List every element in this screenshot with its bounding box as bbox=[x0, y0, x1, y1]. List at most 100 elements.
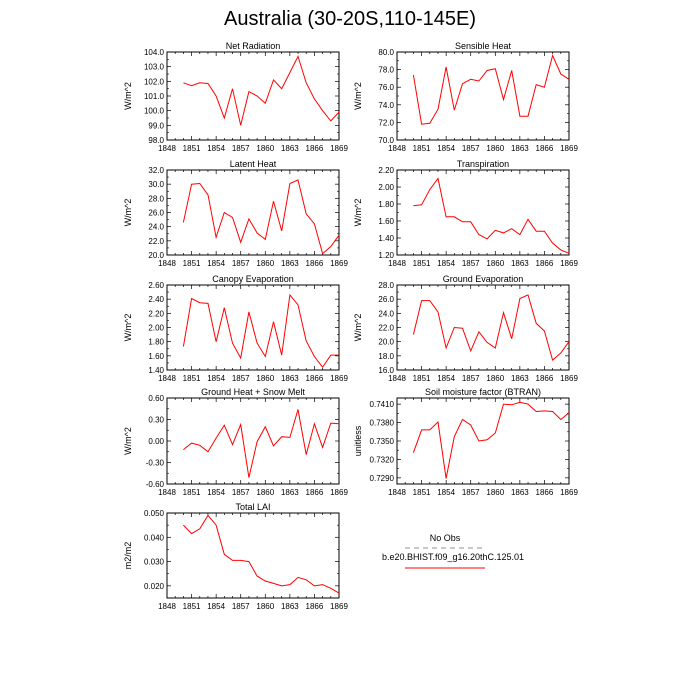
x-tick-label: 1857 bbox=[232, 374, 250, 383]
y-tick-label: 16.0 bbox=[378, 366, 394, 375]
x-tick-label: 1863 bbox=[281, 602, 299, 611]
x-tick-label: 1851 bbox=[413, 374, 431, 383]
x-tick-label: 1866 bbox=[306, 374, 324, 383]
x-tick-label: 1848 bbox=[388, 488, 406, 497]
panel-1: Net Radiation 1848 1851 1854 1857 1860 1863 186… bbox=[123, 41, 348, 153]
y-tick-label: 103.0 bbox=[144, 63, 165, 72]
y-tick-label: 24.0 bbox=[148, 223, 164, 232]
x-tick-label: 1863 bbox=[511, 144, 529, 153]
x-tick-label: 1869 bbox=[560, 488, 578, 497]
y-tick-label: 24.0 bbox=[378, 309, 394, 318]
y-tick-label: 70.0 bbox=[378, 136, 394, 145]
y-tick-label: 2.00 bbox=[148, 324, 164, 333]
x-tick-label: 1851 bbox=[183, 602, 201, 611]
x-tick-label: 1866 bbox=[306, 259, 324, 268]
y-tick-label: 99.0 bbox=[148, 121, 164, 130]
y-tick-label: 0.040 bbox=[144, 533, 165, 542]
panel-title: Ground Evaporation bbox=[443, 274, 524, 284]
x-tick-label: 1860 bbox=[256, 374, 274, 383]
x-tick-label: 1869 bbox=[560, 259, 578, 268]
x-tick-label: 1857 bbox=[462, 488, 480, 497]
x-tick-label: 1860 bbox=[256, 602, 274, 611]
plot-frame bbox=[396, 51, 570, 141]
y-tick-label: 1.40 bbox=[148, 366, 164, 375]
panel-title: Net Radiation bbox=[226, 41, 281, 51]
x-tick-label: 1848 bbox=[158, 144, 176, 153]
x-tick-label: 1854 bbox=[207, 602, 225, 611]
y-tick-label: 0.030 bbox=[144, 558, 165, 567]
x-tick-label: 1857 bbox=[462, 374, 480, 383]
y-tick-label: 1.60 bbox=[378, 217, 394, 226]
x-tick-label: 1863 bbox=[511, 259, 529, 268]
x-tick-label: 1848 bbox=[388, 144, 406, 153]
y-tick-label: 1.80 bbox=[148, 338, 164, 347]
y-tick-label: 0.7410 bbox=[370, 400, 395, 409]
series-line bbox=[183, 55, 340, 126]
y-tick-label: 102.0 bbox=[144, 77, 165, 86]
y-tick-label: -0.30 bbox=[146, 459, 165, 468]
y-tick-label: 22.0 bbox=[378, 324, 394, 333]
series-line bbox=[412, 53, 570, 125]
series-line bbox=[183, 409, 340, 478]
x-tick-label: 1869 bbox=[330, 374, 348, 383]
x-tick-label: 1863 bbox=[281, 259, 299, 268]
y-tick-label: 72.0 bbox=[378, 118, 394, 127]
y-tick-label: 0.7350 bbox=[370, 437, 395, 446]
x-tick-label: 1860 bbox=[486, 374, 504, 383]
x-tick-label: 1851 bbox=[413, 144, 431, 153]
panel-title: Sensible Heat bbox=[455, 41, 512, 51]
x-tick-label: 1869 bbox=[330, 602, 348, 611]
x-tick-label: 1863 bbox=[511, 488, 529, 497]
x-tick-label: 1857 bbox=[232, 144, 250, 153]
y-tick-label: -0.60 bbox=[146, 480, 165, 489]
x-tick-label: 1848 bbox=[158, 602, 176, 611]
x-tick-label: 1851 bbox=[183, 259, 201, 268]
x-tick-label: 1860 bbox=[256, 144, 274, 153]
x-tick-label: 1854 bbox=[437, 144, 455, 153]
y-tick-label: 0.30 bbox=[148, 416, 164, 425]
figure-title: Australia (30-20S,110-145E) bbox=[224, 8, 476, 30]
x-tick-label: 1869 bbox=[330, 144, 348, 153]
y-tick-label: 80.0 bbox=[378, 48, 394, 57]
x-tick-label: 1860 bbox=[256, 259, 274, 268]
y-tick-label: 78.0 bbox=[378, 66, 394, 75]
y-axis-label: W/m^2 bbox=[353, 199, 363, 227]
x-tick-label: 1854 bbox=[207, 144, 225, 153]
x-tick-label: 1866 bbox=[306, 602, 324, 611]
plot-frame bbox=[396, 169, 570, 256]
x-tick-label: 1869 bbox=[330, 488, 348, 497]
y-tick-label: 0.00 bbox=[148, 437, 164, 446]
y-tick-label: 2.60 bbox=[148, 281, 164, 290]
y-tick-label: 20.0 bbox=[148, 251, 164, 260]
panel-8: Soil moisture factor (BTRAN) 1848 1851 1854… bbox=[353, 387, 578, 497]
x-tick-label: 1851 bbox=[413, 488, 431, 497]
plot-frame bbox=[166, 397, 340, 485]
y-tick-label: 26.0 bbox=[148, 209, 164, 218]
x-tick-label: 1866 bbox=[536, 259, 554, 268]
x-tick-label: 1848 bbox=[158, 488, 176, 497]
plot-frame bbox=[166, 512, 340, 599]
y-axis-label: W/m^2 bbox=[353, 314, 363, 342]
x-tick-label: 1863 bbox=[281, 144, 299, 153]
y-tick-label: 76.0 bbox=[378, 83, 394, 92]
x-tick-label: 1860 bbox=[486, 144, 504, 153]
legend-label-obs: No Obs bbox=[430, 533, 461, 543]
x-tick-label: 1866 bbox=[536, 144, 554, 153]
y-axis-label: W/m^2 bbox=[353, 82, 363, 110]
panel-title: Soil moisture factor (BTRAN) bbox=[425, 387, 541, 397]
x-tick-label: 1851 bbox=[183, 374, 201, 383]
y-tick-label: 1.60 bbox=[148, 352, 164, 361]
y-tick-label: 0.020 bbox=[144, 582, 165, 591]
y-tick-label: 26.0 bbox=[378, 295, 394, 304]
x-tick-label: 1866 bbox=[306, 488, 324, 497]
x-tick-label: 1848 bbox=[388, 259, 406, 268]
y-tick-label: 32.0 bbox=[148, 166, 164, 175]
y-tick-label: 2.00 bbox=[378, 183, 394, 192]
y-tick-label: 2.20 bbox=[378, 166, 394, 175]
panel-title: Latent Heat bbox=[230, 159, 277, 169]
y-tick-label: 28.0 bbox=[148, 194, 164, 203]
y-tick-label: 98.0 bbox=[148, 136, 164, 145]
panel-3: Latent Heat 1848 1851 1854 1857 1860 1863 1866 1… bbox=[123, 159, 348, 268]
panel-title: Canopy Evaporation bbox=[212, 274, 294, 284]
x-tick-label: 1857 bbox=[462, 259, 480, 268]
